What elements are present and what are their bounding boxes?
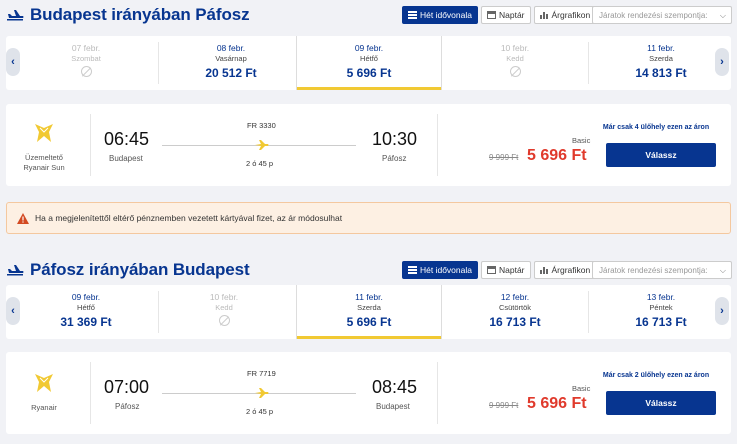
calendar-icon (486, 11, 496, 19)
flight-number: FR 7719 (247, 369, 276, 378)
chevron-down-icon: ⌵ (719, 11, 726, 20)
day-cell-selected[interactable]: 11 febr. Szerda 5 696 Ft (296, 285, 442, 339)
inbound-flight-card: Ryanair 07:00 Páfosz FR 7719 2 ó 45 p 08… (6, 352, 731, 434)
price: 5 696 Ft (527, 395, 587, 412)
airline-info: Ryanair (12, 372, 76, 413)
outbound-date-strip: ‹ 07 febr. Szombat 08 febr. Vasárnap 20 … (6, 36, 731, 90)
departure-city: Páfosz (115, 402, 140, 411)
inbound-title: Páfosz irányában Budapest (6, 259, 250, 281)
fare-type: Basic (572, 384, 591, 393)
seats-left-notice: Már csak 2 ülőhely ezen az áron (602, 372, 710, 379)
tab-calendar[interactable]: Naptár (480, 261, 531, 279)
choose-flight-button[interactable]: Válassz (606, 391, 716, 415)
old-price: 9 999 Ft (489, 153, 519, 162)
outbound-title-text: Budapest irányában Páfosz (30, 5, 250, 24)
tab-calendar[interactable]: Naptár (480, 6, 531, 24)
old-price: 9 999 Ft (489, 401, 519, 410)
inbound-view-tabs: Hét idővonala Naptár Árgrafikon (402, 261, 599, 279)
day-cell[interactable]: 13 febr. Péntek 16 713 Ft (635, 292, 687, 329)
flight-duration: 2 ó 45 p (246, 159, 274, 168)
no-flight-icon (218, 315, 230, 326)
warning-icon (17, 212, 29, 224)
calendar-icon (486, 266, 496, 274)
tab-week-timeline[interactable]: Hét idővonala (402, 261, 478, 279)
chevron-right-icon[interactable]: › (715, 48, 729, 76)
day-cell: 07 febr. Szombat (13, 36, 159, 90)
chevron-right-icon[interactable]: › (715, 297, 729, 325)
bar-chart-icon (539, 12, 548, 19)
plane-icon (255, 140, 269, 150)
departure-time: 06:45 (104, 129, 150, 149)
arrival-city: Budapest (376, 402, 410, 411)
tab-price-chart[interactable]: Árgrafikon (533, 6, 597, 24)
day-cell: 10 febr. Kedd (151, 285, 297, 339)
list-icon (408, 11, 417, 19)
flight-duration: 2 ó 45 p (246, 407, 274, 416)
plane-icon (7, 10, 24, 21)
ryanair-harp-logo (35, 374, 53, 392)
choose-flight-button[interactable]: Válassz (606, 143, 716, 167)
departure-city: Budapest (109, 154, 143, 163)
chevron-left-icon[interactable]: ‹ (6, 297, 20, 325)
outbound-sort-select[interactable]: Járatok rendezési szempontja: ⌵ (592, 6, 732, 24)
chevron-down-icon: ⌵ (719, 266, 726, 275)
outbound-header: Budapest irányában Páfosz Hét idővonala … (0, 0, 737, 30)
outbound-flight-card: Üzemeltető Ryanair Sun 06:45 Budapest FR… (6, 104, 731, 186)
tab-week-timeline[interactable]: Hét idővonala (402, 6, 478, 24)
list-icon (408, 266, 417, 274)
tab-price-chart[interactable]: Árgrafikon (533, 261, 597, 279)
day-cell-selected[interactable]: 09 febr. Hétfő 5 696 Ft (296, 36, 442, 90)
outbound-view-tabs: Hét idővonala Naptár Árgrafikon (402, 6, 599, 24)
day-cell[interactable]: 08 febr. Vasárnap 20 512 Ft (205, 43, 257, 80)
plane-icon (7, 265, 24, 276)
currency-warning: Ha a megjelenítettől eltérő pénznemben v… (6, 202, 731, 234)
ryanair-harp-logo (35, 124, 53, 142)
inbound-header: Páfosz irányában Budapest Hét idővonala … (0, 255, 737, 285)
arrival-time: 08:45 (372, 377, 418, 397)
fare-type: Basic (572, 136, 591, 145)
no-flight-icon (509, 66, 521, 77)
inbound-sort-select[interactable]: Járatok rendezési szempontja: ⌵ (592, 261, 732, 279)
no-flight-icon (80, 66, 92, 77)
flight-number: FR 3330 (247, 121, 276, 130)
inbound-date-strip: ‹ 09 febr. Hétfő 31 369 Ft 10 febr. Kedd… (6, 285, 731, 339)
plane-icon (255, 388, 269, 398)
day-cell[interactable]: 09 febr. Hétfő 31 369 Ft (60, 292, 112, 329)
inbound-title-text: Páfosz irányában Budapest (30, 260, 250, 279)
arrival-time: 10:30 (372, 129, 418, 149)
day-cell[interactable]: 11 febr. Szerda 14 813 Ft (635, 43, 687, 80)
seats-left-notice: Már csak 4 ülőhely ezen az áron (602, 124, 710, 131)
airline-info: Üzemeltető Ryanair Sun (12, 122, 76, 173)
arrival-city: Páfosz (382, 154, 407, 163)
day-cell: 10 febr. Kedd (442, 36, 588, 90)
chevron-left-icon[interactable]: ‹ (6, 48, 20, 76)
outbound-title: Budapest irányában Páfosz (6, 4, 250, 26)
day-cell[interactable]: 12 febr. Csütörtök 16 713 Ft (489, 292, 541, 329)
bar-chart-icon (539, 267, 548, 274)
departure-time: 07:00 (104, 377, 150, 397)
price: 5 696 Ft (527, 147, 587, 164)
warning-text: Ha a megjelenítettől eltérő pénznemben v… (35, 213, 343, 223)
